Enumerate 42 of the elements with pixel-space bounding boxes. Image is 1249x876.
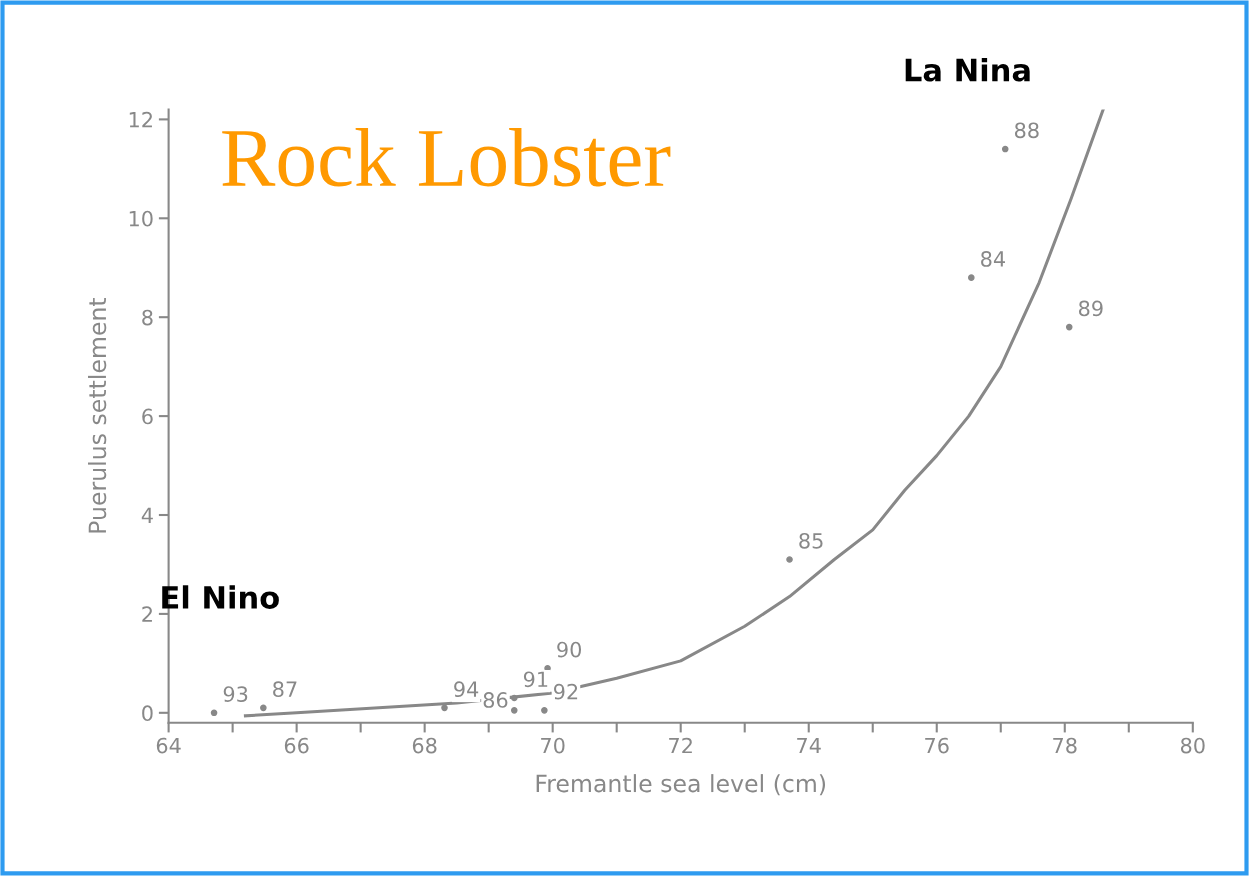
y-tick-label: 0: [142, 705, 153, 722]
point: [260, 704, 267, 712]
x-tick-label: 72: [669, 737, 692, 754]
point: [210, 709, 218, 717]
annotation: 93: [223, 686, 248, 702]
annotation: 86: [483, 692, 508, 708]
point: [441, 704, 448, 712]
y-tick-label: 8: [142, 309, 153, 326]
text: La Nina: [905, 57, 1030, 82]
annotation: 92: [554, 683, 578, 700]
point: [541, 707, 548, 714]
y-tick-label: 10: [129, 210, 153, 227]
annotation: 94: [454, 681, 479, 698]
point: [510, 694, 518, 702]
x-tick-label: 64: [156, 737, 181, 754]
point: [1065, 323, 1073, 331]
annotation: 88: [1014, 122, 1039, 139]
x-tick-label: 76: [925, 737, 949, 754]
annotation: El Nino: [162, 585, 279, 609]
annotation: 85: [799, 532, 823, 549]
annotation: 87: [273, 681, 297, 698]
annotation: 90: [557, 641, 582, 658]
point: [1001, 145, 1009, 153]
point: [968, 274, 975, 281]
x-tick-label: 68: [412, 737, 437, 754]
y-tick-label: 12: [129, 111, 152, 128]
annotation: 84: [981, 251, 1005, 267]
point: [786, 556, 793, 563]
x-tick-label: 78: [1053, 737, 1077, 754]
annotation: 89: [1079, 300, 1103, 317]
y-tick-label: 2: [142, 606, 152, 622]
x-axis-title: Fremantle sea level (cm): [536, 774, 826, 796]
y-axis-title: Puerulus settlement: [88, 297, 107, 533]
x-tick-label: 70: [541, 737, 565, 754]
y-tick-label: 4: [141, 507, 153, 523]
x-tick-label: 66: [284, 737, 309, 754]
x-tick-label: 74: [797, 737, 821, 754]
x-tick-label: 80: [1180, 737, 1205, 754]
point: [510, 707, 518, 714]
y-tick-label: 6: [142, 408, 153, 425]
chart-title: Rock Lobster: [222, 127, 671, 187]
annotation: 91: [523, 671, 548, 688]
